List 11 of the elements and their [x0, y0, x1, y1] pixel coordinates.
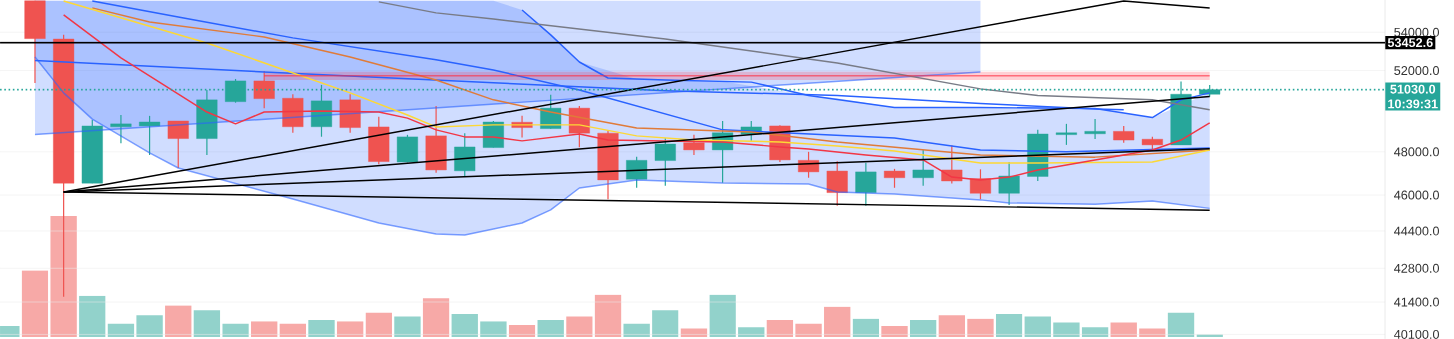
text: 10:39:31 [1388, 99, 1438, 109]
ref-line-label: 51030.0 [1390, 84, 1436, 94]
y-tick-label: 48000.0 [1394, 147, 1440, 157]
ref-line-label: 53452.6 [1387, 38, 1433, 48]
y-tick-label: 41400.0 [1394, 297, 1440, 307]
y-tick-label: 46000.0 [1394, 190, 1440, 200]
y-tick-label: 54000.0 [1394, 27, 1440, 37]
y-tick-label: 52000.0 [1394, 66, 1440, 76]
y-tick-label: 42800.0 [1394, 263, 1440, 273]
y-tick-label: 44400.0 [1394, 226, 1440, 236]
y-tick-label: 40100.0 [1394, 329, 1440, 339]
